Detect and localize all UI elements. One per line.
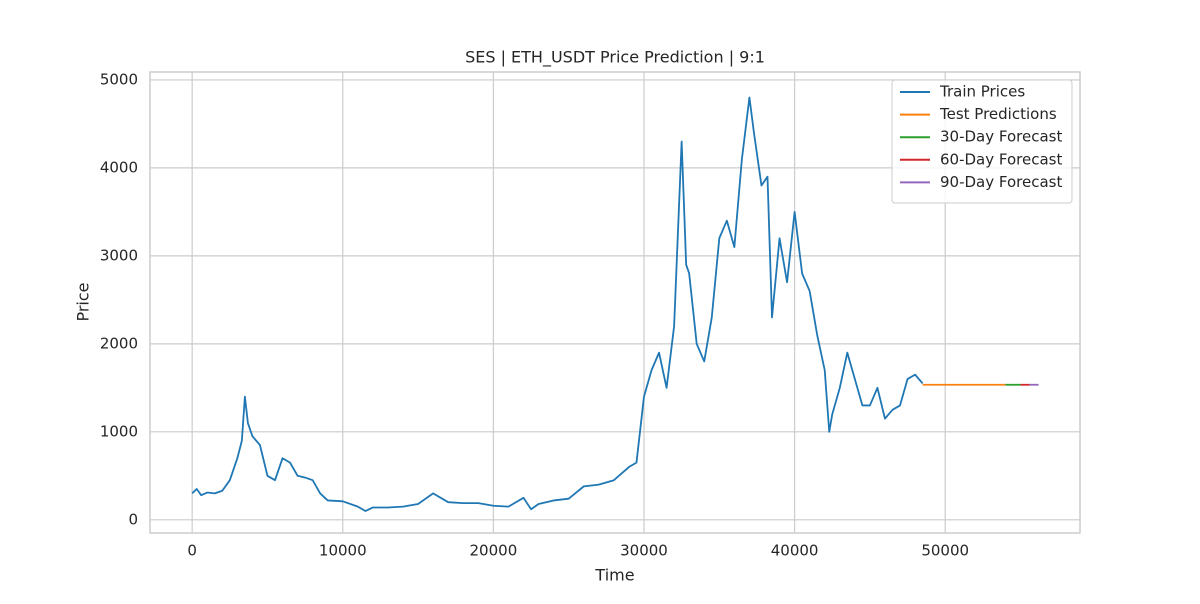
y-tick-label: 0 [128, 510, 138, 528]
x-tick-label: 20000 [470, 542, 518, 560]
x-axis-label: Time [594, 566, 634, 585]
legend-label: 60-Day Forecast [940, 150, 1062, 168]
plot-frame [149, 71, 1081, 534]
y-axis-label: Price [74, 282, 93, 321]
series-line [191, 96, 924, 512]
y-tick-label: 4000 [100, 158, 138, 176]
y-tick-label: 5000 [100, 70, 138, 88]
legend-label: 30-Day Forecast [940, 128, 1062, 146]
legend-label: Train Prices [939, 83, 1025, 101]
x-tick-label: 50000 [921, 542, 969, 560]
legend-label: Test Predictions [939, 105, 1057, 123]
x-tick-label: 30000 [620, 542, 668, 560]
y-tick-label: 2000 [100, 334, 138, 352]
y-tick-label: 3000 [100, 246, 138, 264]
legend-box [891, 79, 1073, 204]
x-tick-label: 10000 [319, 542, 367, 560]
x-tick-label: 40000 [771, 542, 819, 560]
legend-label: 90-Day Forecast [940, 173, 1062, 191]
chart-title: SES | ETH_USDT Price Prediction | 9:1 [465, 48, 765, 68]
x-tick-label: 0 [187, 542, 197, 560]
y-tick-label: 1000 [100, 422, 138, 440]
